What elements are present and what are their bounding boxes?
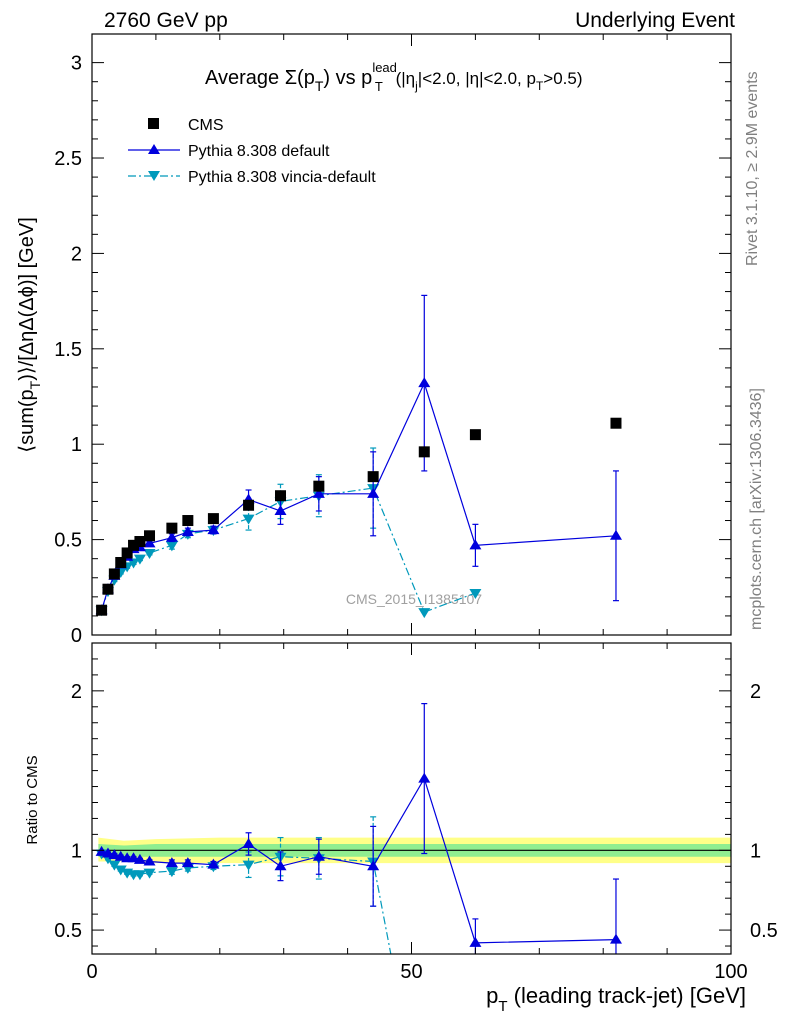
vincia-point	[133, 554, 146, 565]
x-axis-label: pT (leading track-jet) [GeV]	[486, 983, 746, 1015]
main-y-tick-label: 2.5	[54, 148, 82, 170]
x-tick-label: 0	[86, 961, 97, 983]
pythia-default-point	[609, 529, 622, 540]
legend: CMS Pythia 8.308 default Pythia 8.308 vi…	[128, 117, 376, 186]
main-y-tick-label: 1.5	[54, 339, 82, 361]
ratio-pythia-default-point	[469, 936, 482, 947]
ratio-pythia-default-point	[165, 857, 178, 868]
cms-point	[96, 604, 108, 616]
vincia-point	[242, 514, 255, 525]
vincia-point	[418, 608, 431, 619]
header-left: 2760 GeV pp	[104, 9, 228, 32]
ratio-y-tick-label-right: 2	[750, 681, 761, 703]
pythia-default-point	[207, 524, 220, 535]
ratio-y-tick-label: 2	[71, 681, 82, 703]
pythia-default-line	[101, 381, 617, 611]
ratio-vincia-point	[242, 860, 255, 871]
cms-point	[166, 522, 178, 534]
cms-point	[134, 536, 146, 548]
cms-point	[313, 480, 325, 492]
header-right: Underlying Event	[575, 9, 735, 32]
legend-label-pythia-vincia: Pythia 8.308 vincia-default	[188, 169, 376, 186]
legend-label-cms: CMS	[188, 117, 224, 134]
legend-marker-pythia-default	[148, 144, 160, 154]
cms-point	[182, 515, 194, 527]
main-y-tick-label: 3	[71, 53, 82, 75]
cms-point	[128, 539, 140, 551]
cms-point	[610, 417, 622, 429]
cms-point	[275, 490, 287, 502]
legend-entry-pythia-default: Pythia 8.308 default	[128, 143, 330, 160]
ratio-pythia-default-point	[418, 772, 431, 783]
cms-point	[367, 471, 379, 483]
ratio-panel: 0.5 0.5 1 1 2 2 0 50 100	[54, 642, 778, 983]
ratio-y-tick-label: 1	[71, 840, 82, 862]
chart-title: Average Σ(pT) vs plead T (|ηj|<2.0, |η|<2…	[205, 60, 583, 94]
vincia-point	[165, 541, 178, 552]
pythia-default-point	[165, 531, 178, 542]
cms-point	[418, 446, 430, 458]
pythia-default-point	[274, 504, 287, 515]
main-y-tick-label: 0	[71, 625, 82, 647]
cms-point	[102, 583, 114, 595]
ratio-vincia-point	[133, 870, 146, 881]
pythia-default-point	[181, 525, 194, 536]
cms-point	[108, 568, 120, 580]
pythia-default-point	[367, 487, 380, 498]
cms-point	[115, 556, 127, 568]
main-y-tick-label: 2	[71, 243, 82, 265]
ratio-pythia-default-point	[609, 933, 622, 944]
watermark: CMS_2015_I1385107	[346, 591, 482, 607]
legend-label-pythia-default: Pythia 8.308 default	[188, 143, 330, 160]
ratio-vincia-point	[165, 867, 178, 878]
cms-point	[144, 530, 156, 542]
legend-entry-cms: CMS	[148, 117, 224, 134]
ratio-vincia-point	[114, 865, 127, 876]
ratio-pythia-default-point	[274, 860, 287, 871]
main-y-axis-label: ⟨sum(pT)⟩/[ΔηΔ(Δϕ)] [GeV]	[16, 217, 43, 452]
vincia-point	[143, 548, 156, 559]
ratio-pythia-default-point	[312, 850, 325, 861]
ratio-pythia-default-point	[181, 857, 194, 868]
cms-point	[121, 547, 133, 559]
cms-point	[469, 429, 481, 441]
cms-point	[207, 513, 219, 525]
ratio-frame	[91, 642, 732, 955]
cms-point	[243, 499, 255, 511]
ratio-pythia-default-point	[143, 855, 156, 866]
ratio-vincia-point	[386, 958, 398, 968]
ratio-pythia-default-point	[367, 860, 380, 871]
pythia-default-point	[312, 487, 325, 498]
vincia-point	[469, 589, 482, 600]
legend-marker-cms	[148, 118, 159, 129]
ratio-vincia-point	[143, 868, 156, 879]
ratio-y-tick-label-right: 0.5	[750, 920, 778, 942]
ratio-vincia-point	[108, 860, 121, 871]
main-y-tick-label: 0.5	[54, 530, 82, 552]
pythia-default-point	[143, 537, 156, 548]
x-tick-label: 50	[400, 961, 422, 983]
legend-marker-pythia-vincia	[148, 171, 160, 181]
ratio-pythia-default-point	[133, 853, 146, 864]
main-panel: CMS_2015_I1385107 0 0.5 1 1.5 2 2.5 3	[54, 33, 732, 647]
legend-entry-pythia-vincia: Pythia 8.308 vincia-default	[128, 169, 376, 186]
pythia-default-point	[418, 377, 431, 388]
ratio-y-axis-label: Ratio to CMS	[24, 755, 41, 844]
ratio-pythia-default-point	[207, 858, 220, 869]
ratio-pythia-default-point	[242, 837, 255, 848]
ratio-y-tick-label: 0.5	[54, 920, 82, 942]
ratio-y-tick-label-right: 1	[750, 840, 761, 862]
vincia-point	[127, 558, 140, 569]
x-tick-label: 100	[714, 961, 747, 983]
main-y-tick-label: 1	[71, 434, 82, 456]
pythia-default-point	[469, 539, 482, 550]
